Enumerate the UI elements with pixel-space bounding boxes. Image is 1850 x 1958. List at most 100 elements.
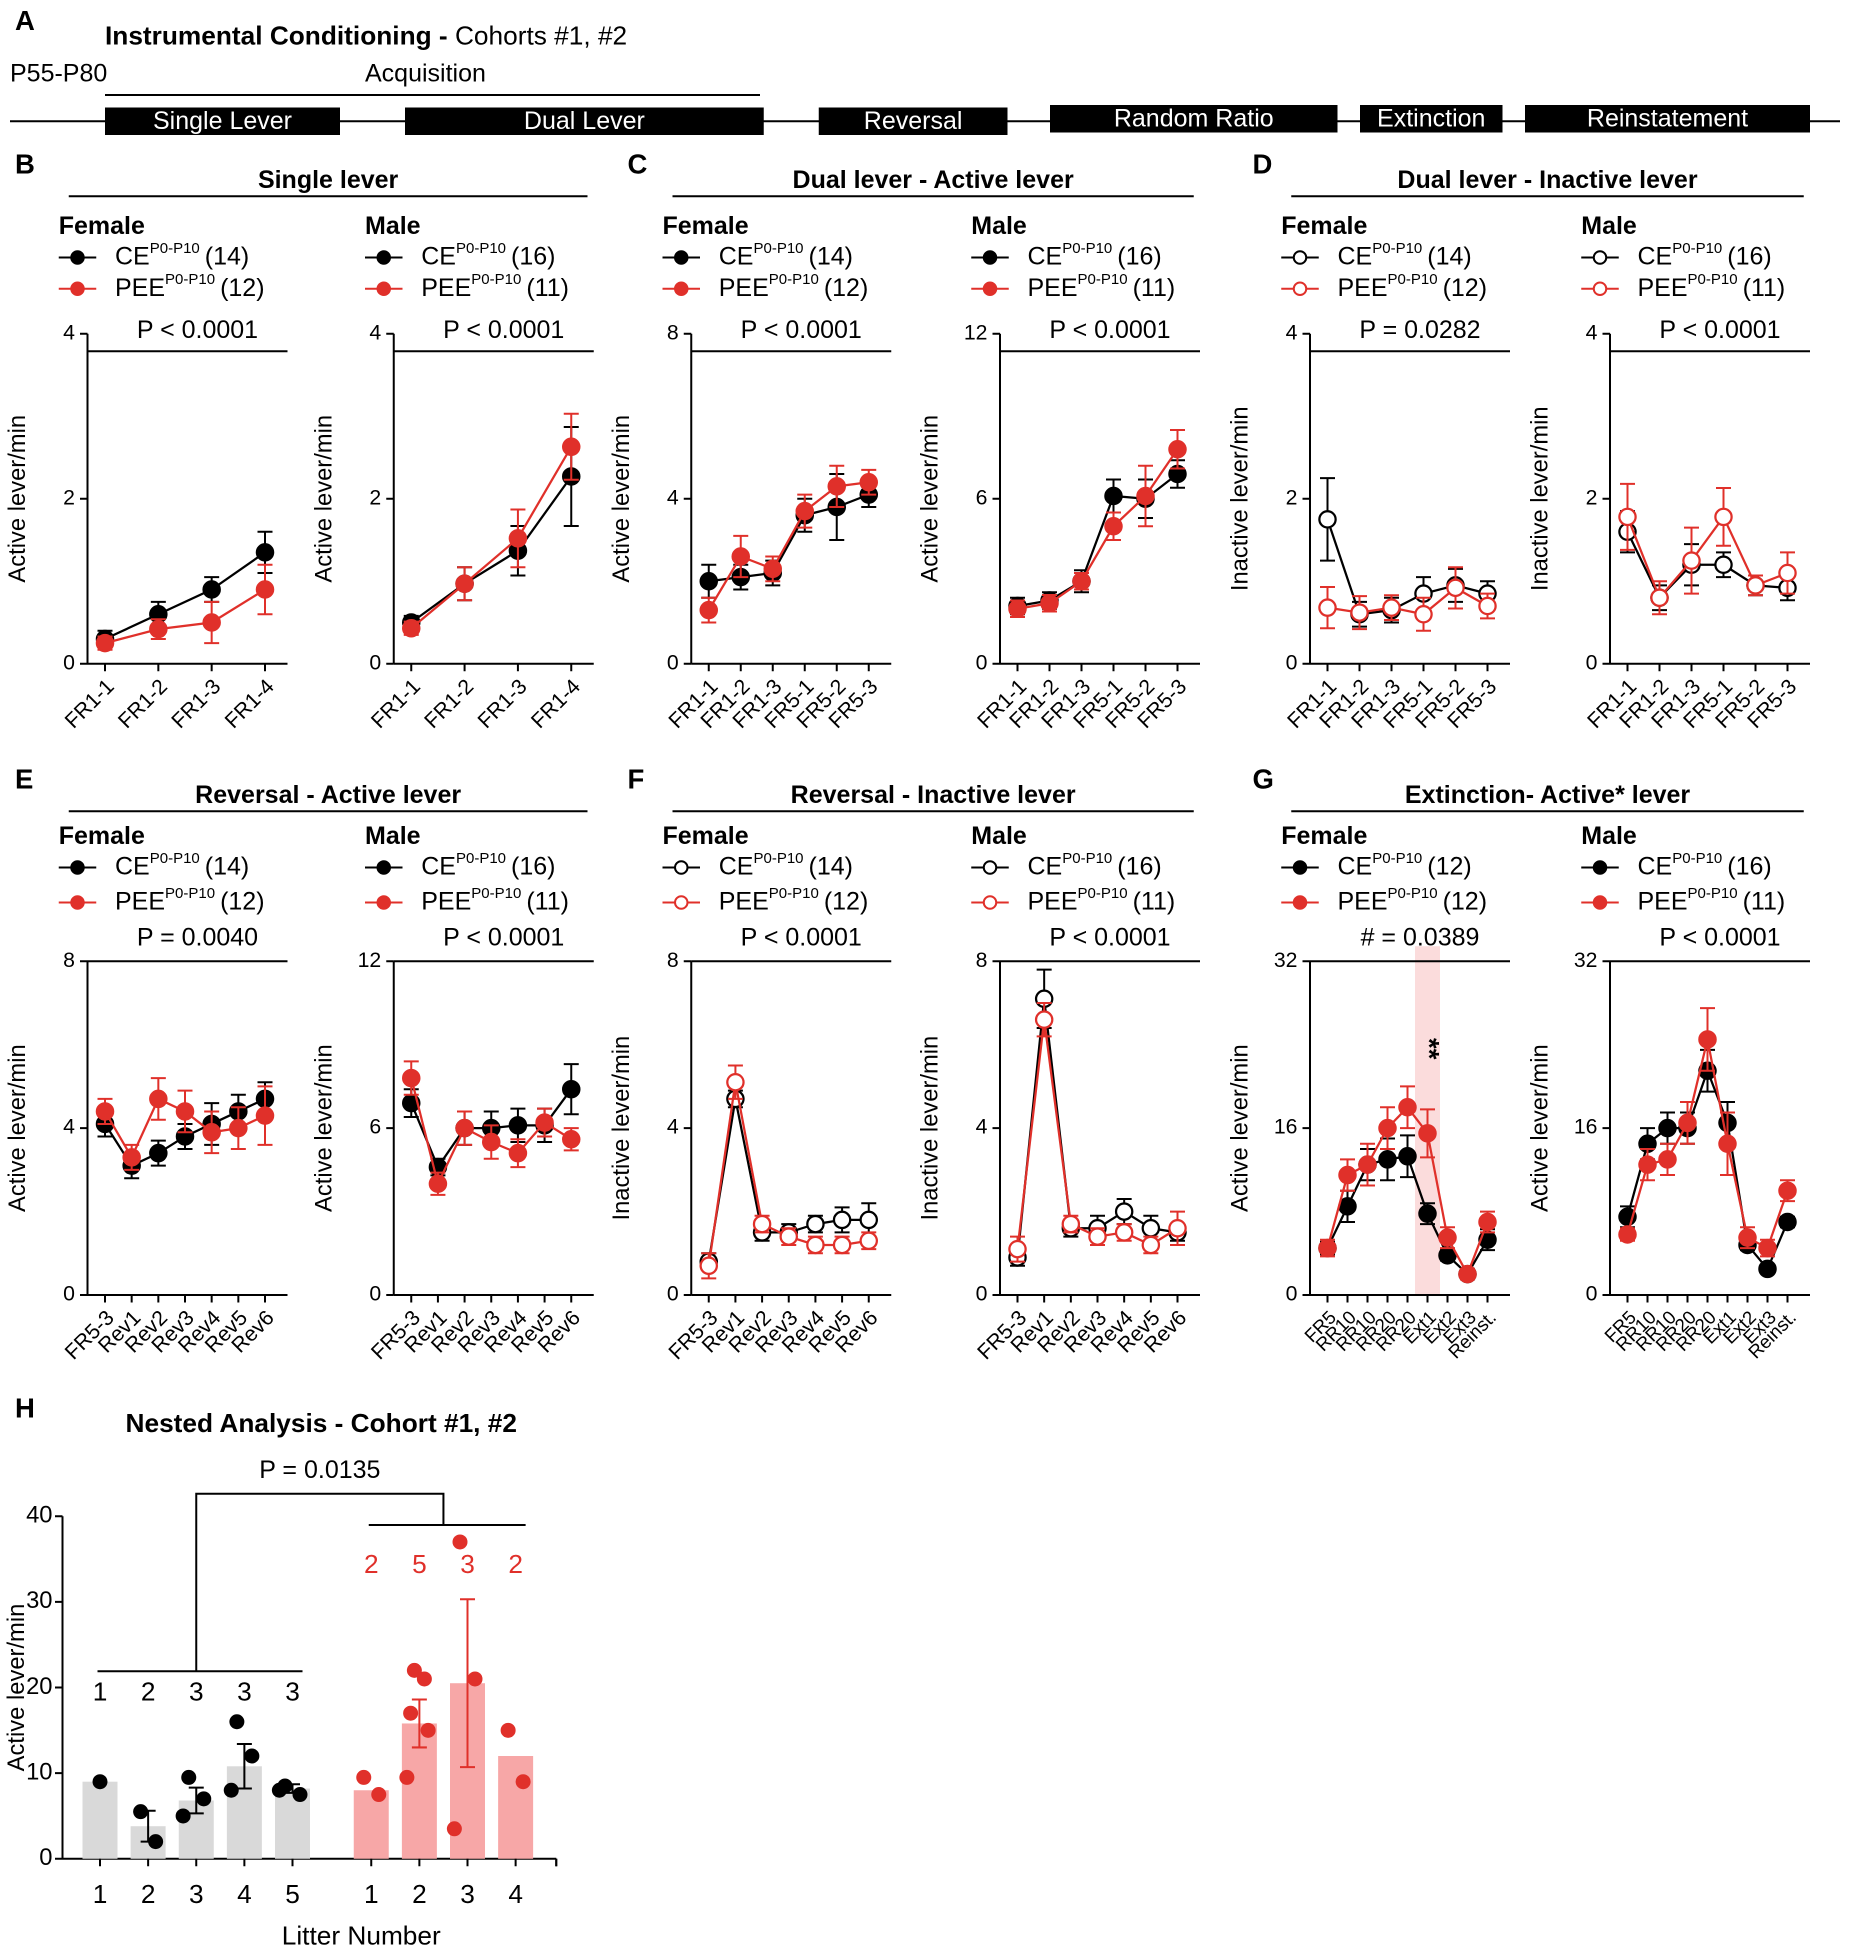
legend-sup: P0-P10: [1078, 271, 1128, 288]
legend-sup: P0-P10: [769, 885, 819, 902]
legend-sup: P0-P10: [1062, 850, 1112, 867]
count-label: 3: [189, 1677, 204, 1707]
data-point: [806, 1214, 825, 1234]
legend-n: (12): [1443, 273, 1487, 301]
legend-name: PEE: [1028, 887, 1078, 915]
x-tick-label: 5: [285, 1879, 300, 1909]
legend-n: (11): [1133, 273, 1176, 301]
legend-n: (11): [1743, 273, 1786, 301]
data-point: [149, 619, 168, 639]
error-bar: [188, 1786, 204, 1815]
chart-title: Nested Analysis - Cohort #1, #2: [126, 1408, 517, 1438]
legend-marker: [674, 895, 689, 910]
y-tick-label: 4: [63, 320, 75, 344]
legend-marker: [70, 250, 85, 265]
legend-subtitle: Female: [1281, 212, 1367, 240]
data-point: [827, 477, 847, 496]
y-tick-label: 0: [1586, 650, 1598, 674]
data-point: [1658, 1150, 1677, 1169]
y-axis-label: Active lever/min: [310, 1044, 337, 1212]
count-label: 3: [460, 1549, 475, 1579]
legend-marker: [1292, 281, 1308, 296]
data-point: [255, 1106, 275, 1125]
legend-n: (16): [1727, 242, 1771, 270]
data-point: [1338, 1165, 1357, 1185]
data-point: [402, 1068, 421, 1088]
series-line: [104, 551, 266, 641]
data-point: [859, 1231, 879, 1251]
legend-sup: P0-P10: [1388, 885, 1438, 902]
data-point: [1698, 1030, 1717, 1049]
legend-sup: P0-P10: [1672, 850, 1722, 867]
legend-name: PEE: [115, 273, 165, 301]
legend-sup: P0-P10: [1672, 240, 1722, 257]
data-point: [1008, 1239, 1027, 1259]
y-tick-label: 0: [39, 1844, 52, 1871]
legend-n: (16): [1117, 242, 1161, 270]
legend-name: CE: [421, 852, 456, 880]
legend-n: (16): [511, 852, 555, 880]
y-tick-label: 8: [976, 948, 988, 972]
legend-n: (14): [1427, 242, 1471, 270]
data-point: [403, 1705, 419, 1721]
y-axis-label: Active lever/min: [608, 415, 635, 583]
data-point: [1650, 588, 1669, 608]
annotation: P < 0.0001: [1659, 316, 1780, 344]
y-axis-label: Inactive lever/min: [608, 1036, 635, 1221]
legend-label: PEEP0-P10 (11): [421, 885, 569, 915]
data-point: [832, 1235, 852, 1255]
data-point: [148, 1834, 164, 1850]
data-point: [1738, 1228, 1757, 1247]
data-point: [181, 1769, 197, 1785]
legend-label: PEEP0-P10 (12): [719, 885, 869, 915]
legend-label: CEP0-P10 (14): [115, 240, 249, 270]
series-line: [1016, 1019, 1179, 1250]
data-point: [1061, 1214, 1081, 1234]
legend-n: (12): [1427, 852, 1471, 880]
data-point: [1478, 596, 1497, 616]
legend-n: (16): [511, 242, 555, 270]
panel-letter: H: [15, 1392, 35, 1423]
data-point: [223, 1782, 239, 1798]
legend-n: (14): [205, 242, 249, 270]
data-point: [446, 1821, 462, 1837]
legend-marker: [70, 281, 85, 296]
y-tick-label: 8: [667, 320, 679, 344]
annotation: P = 0.0135: [259, 1456, 380, 1484]
legend-sup: P0-P10: [1078, 885, 1128, 902]
data-point: [271, 1782, 287, 1798]
data-point: [763, 559, 783, 579]
stage-box: [405, 107, 764, 135]
stage-label: Extinction: [1377, 105, 1485, 133]
legend-name: CE: [1638, 852, 1673, 880]
data-point: [1104, 516, 1123, 536]
stage-label: Dual Lever: [524, 107, 645, 135]
legend-label: CEP0-P10 (16): [1638, 850, 1772, 880]
legend-sup: P0-P10: [1688, 885, 1738, 902]
data-point: [122, 1148, 141, 1167]
panel-letter: D: [1253, 149, 1273, 180]
legend-sup: P0-P10: [769, 271, 819, 288]
data-point: [1478, 1212, 1497, 1232]
data-point: [1318, 598, 1337, 617]
legend-n: (16): [1727, 852, 1771, 880]
data-point: [1714, 555, 1733, 574]
legend-name: CE: [1338, 852, 1373, 880]
legend-n: (11): [526, 273, 569, 301]
x-tick-label: FR1-4: [220, 674, 279, 733]
phase-label: Acquisition: [365, 60, 486, 88]
legend-marker: [376, 860, 392, 875]
count-label: 5: [412, 1549, 427, 1579]
data-point: [508, 529, 528, 548]
panel-letter: A: [15, 5, 35, 36]
data-point: [1382, 598, 1401, 617]
legend-name: PEE: [1338, 887, 1388, 915]
x-tick-label: FR1-3: [167, 674, 226, 733]
y-tick-label: 30: [26, 1587, 52, 1614]
legend-name: PEE: [719, 273, 769, 301]
x-tick-label: FR1-1: [366, 674, 425, 733]
data-point: [356, 1769, 372, 1785]
panel-letter: F: [628, 764, 645, 795]
y-tick-label: 4: [667, 1115, 679, 1139]
legend-sup: P0-P10: [1372, 240, 1422, 257]
